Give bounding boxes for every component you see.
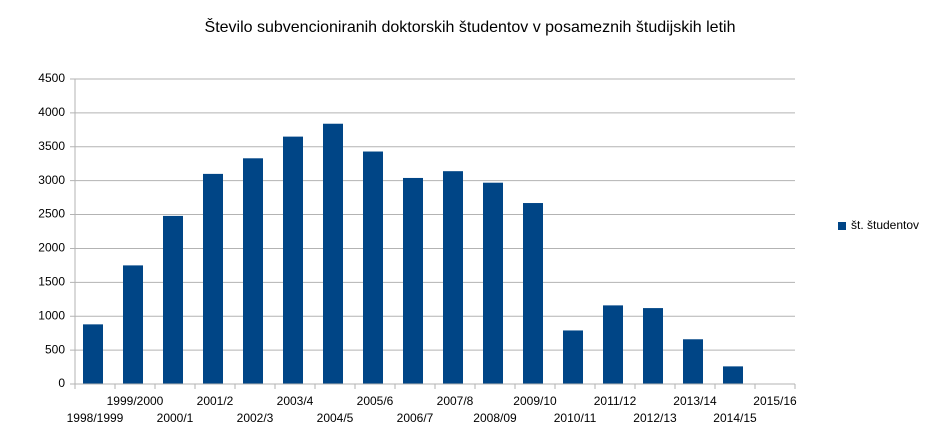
x-tick-label: 2003/4: [277, 394, 314, 408]
bar: [723, 366, 743, 384]
y-tick-label: 1000: [38, 308, 65, 322]
x-tick-label: 2012/13: [633, 411, 677, 425]
x-tick-label: 2011/12: [594, 394, 637, 408]
x-tick-label: 2000/1: [157, 411, 194, 425]
x-tick-label: 2009/10: [513, 394, 557, 408]
bar: [683, 339, 703, 384]
x-tick-label: 2008/09: [473, 411, 517, 425]
x-tick-label: 2006/7: [397, 411, 434, 425]
x-tick-label: 2014/15: [713, 411, 757, 425]
legend-swatch: [838, 222, 846, 230]
bar: [203, 173, 223, 384]
bar: [83, 324, 103, 384]
bar: [443, 171, 463, 384]
x-tick-label: 2002/3: [237, 411, 274, 425]
x-tick-label: 1998/1999: [67, 411, 124, 425]
bar: [523, 203, 543, 384]
bar: [243, 158, 263, 384]
bar: [403, 177, 423, 384]
x-tick-label: 2005/6: [357, 394, 394, 408]
chart-title: Število subvencioniranih doktorskih štud…: [205, 17, 736, 36]
x-tick-label: 1999/2000: [107, 394, 164, 408]
bar: [563, 330, 583, 384]
bar: [483, 182, 503, 384]
bar: [283, 136, 303, 384]
x-tick-label: 2007/8: [437, 394, 474, 408]
x-tick-label: 2001/2: [197, 394, 234, 408]
bar: [163, 215, 183, 384]
x-tick-label: 2010/11: [554, 411, 597, 425]
x-tick-label: 2015/16: [753, 394, 797, 408]
y-tick-label: 500: [45, 342, 65, 356]
y-tick-label: 2500: [38, 207, 65, 221]
y-tick-label: 1500: [38, 275, 65, 289]
x-tick-label: 2013/14: [673, 394, 717, 408]
y-tick-label: 4500: [38, 71, 65, 85]
bar: [363, 151, 383, 384]
y-tick-label: 0: [58, 376, 65, 390]
y-tick-label: 3000: [38, 173, 65, 187]
bar: [323, 123, 343, 384]
y-tick-label: 4000: [38, 105, 65, 119]
bar: [643, 308, 663, 384]
y-tick-label: 2000: [38, 241, 65, 255]
y-tick-label: 3500: [38, 139, 65, 153]
bar: [123, 265, 143, 384]
x-tick-label: 2004/5: [317, 411, 354, 425]
bar: [603, 305, 623, 384]
legend-label: št. študentov: [851, 218, 919, 232]
